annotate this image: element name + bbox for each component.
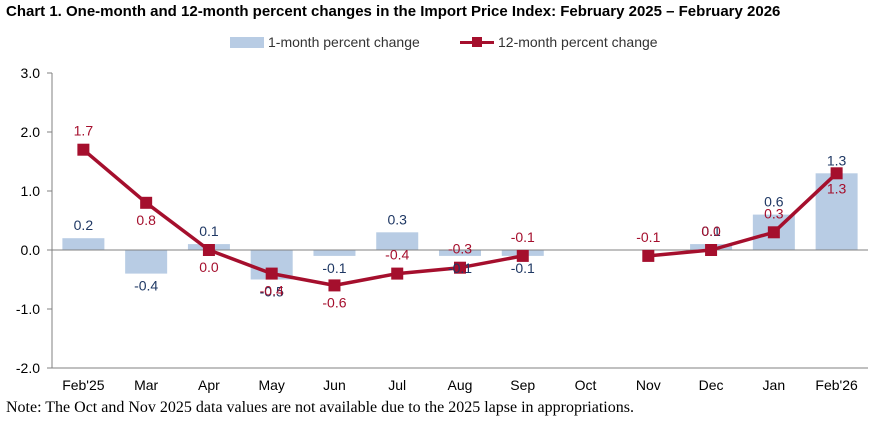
line-data-label: 1.3 [827,180,847,196]
line-data-label: 0.0 [701,223,721,239]
line-marker-12-month [705,244,718,256]
line-data-label: -0.6 [322,294,346,310]
legend-label-12-month: 12-month percent change [498,34,658,50]
line-marker-12-month [265,267,278,280]
x-tick-label: Sep [510,377,535,393]
x-tick-label: Dec [699,377,724,393]
x-tick-label: Jan [763,377,786,393]
x-tick-label: Jul [388,377,406,393]
bar-1-month [376,232,419,250]
footnote: Note: The Oct and Nov 2025 data values a… [6,399,634,416]
y-tick-label: -2.0 [16,360,40,376]
chart-title: Chart 1. One-month and 12-month percent … [6,3,781,20]
bar-data-label: -0.1 [322,260,346,276]
x-tick-label: Mar [134,377,158,393]
bar-data-label: 1.3 [827,152,847,168]
bar-data-label: -0.5 [260,284,284,300]
line-data-label: -0.1 [511,229,535,245]
line-marker-12-month [830,167,843,180]
line-marker-12-month [767,226,780,239]
legend-label-1-month: 1-month percent change [268,34,420,50]
x-tick-label: May [258,377,284,393]
x-tick-label: Aug [448,377,473,393]
bar-data-label: 0.6 [764,194,784,210]
y-tick-label: 1.0 [21,183,41,199]
line-marker-12-month [202,244,215,256]
y-tick-label: -1.0 [16,301,40,317]
bar-data-label: 0.1 [199,223,219,239]
line-12-month [648,172,838,258]
x-tick-label: Feb'26 [815,377,858,393]
line-marker-12-month [642,249,655,262]
bar-data-label: -0.4 [134,278,158,294]
bar-data-label: -0.1 [511,260,535,276]
x-tick-label: Jun [323,377,346,393]
line-data-label: 0.3 [764,205,784,221]
line-data-label: -0.1 [636,229,660,245]
x-tick-label: Nov [636,377,661,393]
line-data-label: -0.4 [385,247,409,263]
bar-data-label: 0.2 [74,217,94,233]
line-data-label: 0.0 [199,259,219,275]
y-tick-label: 3.0 [21,65,41,81]
line-marker-12-month [328,279,341,292]
line-marker-12-month [77,143,90,156]
legend-bar-swatch [230,36,264,48]
legend-item-12-month: 12-month percent change [460,34,658,50]
line-data-label: -0.4 [260,283,284,299]
legend-item-1-month: 1-month percent change [230,34,420,50]
line-marker-12-month [454,261,466,274]
line-marker-12-month [391,267,404,280]
y-tick-label: 2.0 [21,124,41,140]
line-12-month [82,148,524,288]
bar-1-month [439,250,481,256]
x-tick-label: Apr [198,377,220,393]
bar-data-label: -0.1 [448,260,472,276]
line-marker-12-month [140,196,153,209]
x-tick-label: Oct [575,377,597,393]
line-marker-12-month [516,249,529,262]
x-tick-label: Feb'25 [62,377,105,393]
chart-legend: 1-month percent change 12-month percent … [0,34,878,54]
bar-1-month [125,250,168,274]
line-data-label: -0.3 [448,241,472,257]
bar-data-label: 0.1 [701,223,721,239]
bar-data-label: 0.3 [387,211,407,227]
bar-1-month [313,250,356,256]
legend-line-swatch [460,35,494,49]
line-data-label: 0.8 [136,212,156,228]
bar-1-month [62,238,105,250]
y-tick-label: 0.0 [21,242,41,258]
line-data-label: 1.7 [74,123,94,139]
